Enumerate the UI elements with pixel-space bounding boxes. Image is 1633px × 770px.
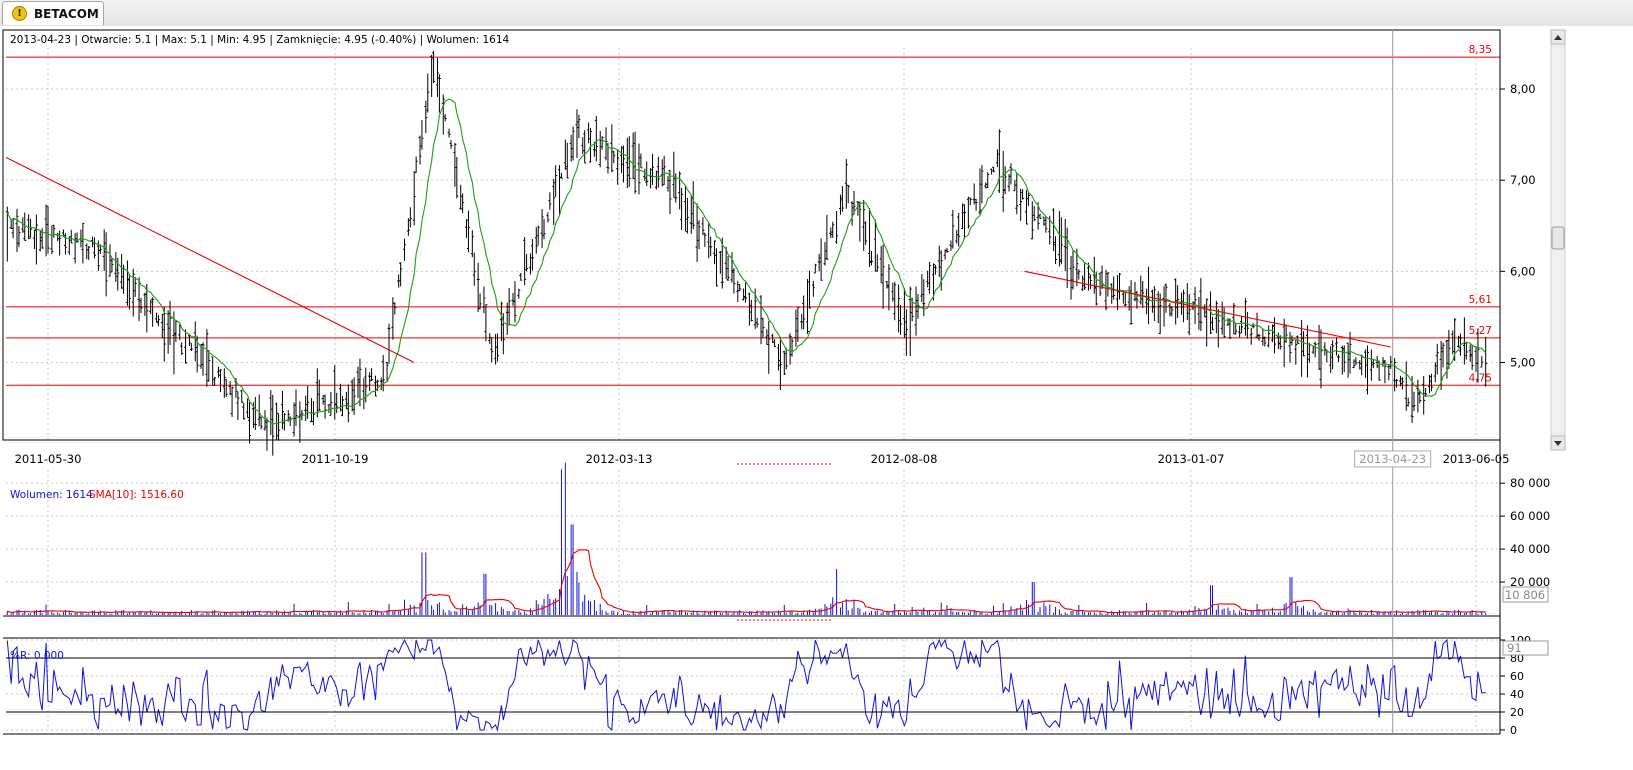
y-tick-label: 80 000 [1510,476,1550,490]
volume-last-value-box [1502,586,1549,603]
tab-label: BETACOM [34,6,99,21]
trendline [1024,270,1391,348]
y-tick-label: 8,00 [1510,82,1536,96]
y-tick-label: 60 [1510,670,1524,683]
y-tick-label: 20 000 [1510,575,1550,589]
trendline [5,156,415,364]
y-tick-label: 6,00 [1510,264,1536,278]
price-level-label: 5,61 [1469,294,1492,306]
price-moving-average-line [6,98,1487,425]
williams-r-label: %R: 0.000 [10,650,64,662]
volume-last-value: 10 806 [1505,588,1545,602]
price-bars [5,50,1488,456]
price-level-label: 4,75 [1469,372,1492,384]
y-tick-label: 40 000 [1510,542,1550,556]
wr-last-value-box [1502,640,1549,656]
y-tick-label: 20 [1510,706,1524,719]
y-tick-label: 60 000 [1510,509,1550,523]
cursor-date-label: 2013-04-23 [1359,452,1426,466]
volume-sma-label: SMA[10]: 1516.60 [89,489,184,501]
volume-sma-line [7,549,1486,614]
y-tick-label: 40 [1510,688,1524,701]
x-tick-label: 2013-06-05 [1443,452,1510,466]
chevron-down-icon [1554,441,1562,446]
info-line: 2013-04-23 | Otwarcie: 5.1 | Max: 5.1 | … [10,34,510,46]
x-tick-label: 2012-03-13 [586,452,653,466]
cursor-date-box [1354,450,1432,468]
scroll-thumb-rect [1551,226,1565,250]
panel-frames [2,29,1501,735]
y-tick-label: 5,00 [1510,356,1536,370]
x-tick-label: 2013-01-07 [1158,452,1225,466]
y-tick-label: 0 [1510,724,1517,737]
wr-last-value: 91 [1507,641,1522,655]
volume-label: Wolumen: 1614 [10,489,93,501]
scroll-thumb[interactable] [1551,226,1565,250]
warning-icon: ! [12,6,27,21]
x-tick-label: 2011-05-30 [15,452,82,466]
chevron-up-icon [1554,35,1562,40]
scroll-up-button[interactable] [1550,29,1566,45]
vertical-scrollbar[interactable] [1550,29,1566,451]
price-level-label: 8,35 [1469,44,1492,56]
y-tick-label: 7,00 [1510,173,1536,187]
x-tick-label: 2011-10-19 [302,452,369,466]
chart-background [0,26,1633,770]
trendlines [5,156,1391,364]
scroll-down-button[interactable] [1550,435,1566,451]
tab-betacom[interactable]: ! BETACOM [2,1,104,25]
volume-bars [6,462,1487,615]
axes: 2011-05-30 2011-10-19 2012-03-13 2012-08-08… [15,82,1551,737]
price-level-label: 5,27 [1469,325,1492,337]
x-tick-label: 2012-08-08 [871,452,938,466]
